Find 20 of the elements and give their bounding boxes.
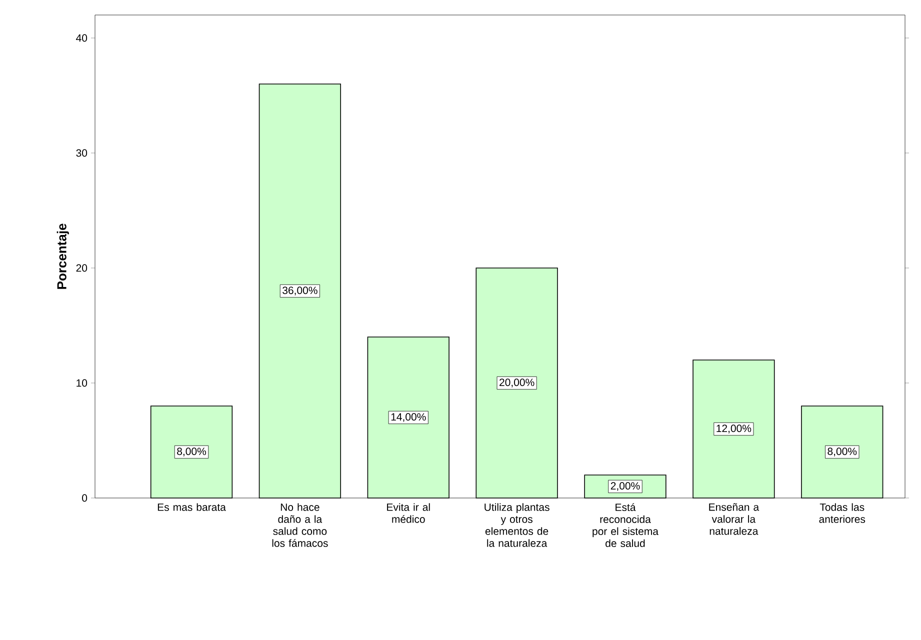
x-tick-label: Enseñan a valorar la naturaleza	[709, 503, 760, 535]
y-tick-label: 30	[76, 149, 88, 157]
x-tick-label: No hace daño a la salud como los fámacos	[272, 503, 328, 547]
x-tick-label: Todas las anteriores	[819, 503, 866, 523]
x-tick-label: Es mas barata	[158, 503, 226, 511]
x-tick-label: Está reconocida por el sistema de salud	[592, 503, 658, 548]
y-tick-label: 20	[76, 264, 88, 272]
data-label: 14,00%	[391, 413, 426, 422]
data-label: 12,00%	[716, 424, 752, 434]
data-label: 20,00%	[500, 378, 534, 388]
y-axis-title: Porcentaje	[56, 224, 69, 289]
data-label: 8,00%	[828, 448, 857, 456]
y-tick-label: 40	[76, 34, 88, 42]
data-label: 8,00%	[177, 448, 206, 456]
y-tick-label: 0	[82, 494, 88, 502]
data-label: 2,00%	[610, 482, 640, 491]
x-tick-label: Utiliza plantas y otros elementos de la naturaleza	[484, 503, 550, 547]
x-tick-label: Evita ir al médico	[387, 503, 430, 523]
y-tick-label: 10	[76, 379, 88, 387]
data-label: 36,00%	[282, 286, 318, 296]
